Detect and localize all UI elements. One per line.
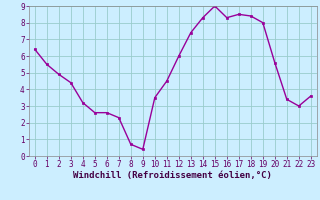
X-axis label: Windchill (Refroidissement éolien,°C): Windchill (Refroidissement éolien,°C)	[73, 171, 272, 180]
